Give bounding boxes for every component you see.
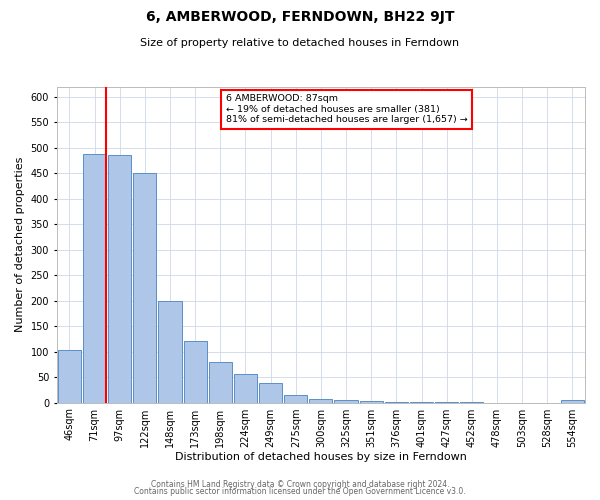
Bar <box>209 362 232 403</box>
Text: 6, AMBERWOOD, FERNDOWN, BH22 9JT: 6, AMBERWOOD, FERNDOWN, BH22 9JT <box>146 10 454 24</box>
Text: 6 AMBERWOOD: 87sqm
← 19% of detached houses are smaller (381)
81% of semi-detach: 6 AMBERWOOD: 87sqm ← 19% of detached hou… <box>226 94 467 124</box>
Bar <box>158 300 182 402</box>
Bar <box>234 374 257 402</box>
Text: Contains HM Land Registry data © Crown copyright and database right 2024.: Contains HM Land Registry data © Crown c… <box>151 480 449 489</box>
Bar <box>58 350 81 403</box>
Bar <box>184 342 207 402</box>
Bar <box>259 383 282 402</box>
Bar <box>334 400 358 402</box>
Bar <box>561 400 584 402</box>
Text: Size of property relative to detached houses in Ferndown: Size of property relative to detached ho… <box>140 38 460 48</box>
X-axis label: Distribution of detached houses by size in Ferndown: Distribution of detached houses by size … <box>175 452 467 462</box>
Bar <box>284 395 307 402</box>
Bar <box>310 398 332 402</box>
Text: Contains public sector information licensed under the Open Government Licence v3: Contains public sector information licen… <box>134 487 466 496</box>
Bar <box>83 154 106 402</box>
Bar <box>133 173 157 402</box>
Bar <box>108 156 131 402</box>
Bar <box>359 401 383 402</box>
Y-axis label: Number of detached properties: Number of detached properties <box>15 157 25 332</box>
